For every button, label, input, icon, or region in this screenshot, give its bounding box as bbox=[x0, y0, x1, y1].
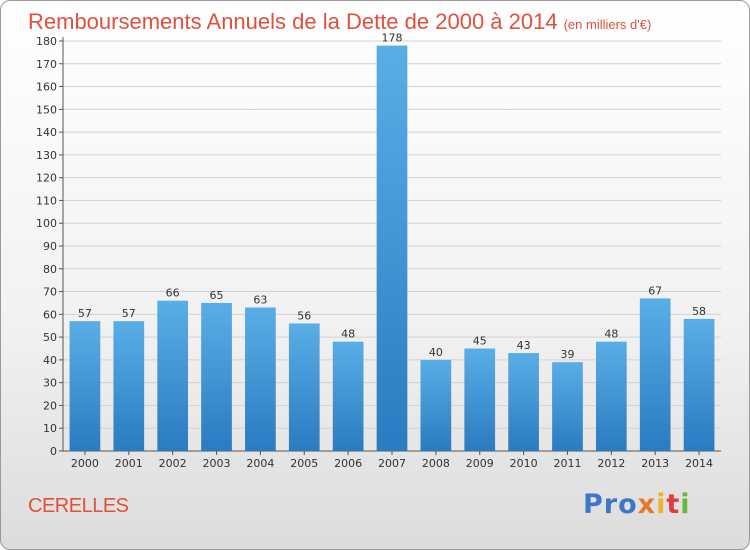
x-tick-label: 2011 bbox=[553, 457, 581, 470]
y-tick-label: 0 bbox=[50, 445, 57, 458]
bar bbox=[508, 353, 539, 451]
bar bbox=[332, 341, 364, 451]
bar bbox=[420, 359, 452, 451]
bar bbox=[245, 307, 276, 451]
y-tick-label: 80 bbox=[43, 263, 57, 276]
bar-value-label: 63 bbox=[253, 294, 267, 307]
logo-part-1: Pro bbox=[583, 489, 638, 520]
y-tick-label: 140 bbox=[36, 126, 57, 139]
bar-value-label: 57 bbox=[122, 307, 136, 320]
x-tick-label: 2001 bbox=[115, 457, 143, 470]
bar bbox=[595, 341, 627, 451]
bar bbox=[552, 362, 583, 451]
logo-part-2: x bbox=[637, 489, 657, 520]
x-tick-label: 2014 bbox=[685, 457, 713, 470]
x-tick-label: 2012 bbox=[597, 457, 625, 470]
bar-value-label: 39 bbox=[560, 348, 574, 361]
bar bbox=[464, 348, 496, 451]
y-tick-label: 110 bbox=[36, 194, 57, 207]
y-tick-label: 50 bbox=[43, 331, 57, 344]
bar bbox=[157, 300, 189, 451]
logo-part-4: t bbox=[666, 489, 681, 520]
logo-part-3: i bbox=[656, 489, 667, 520]
y-tick-label: 100 bbox=[36, 217, 57, 230]
bar-value-label: 43 bbox=[517, 339, 531, 352]
y-tick-label: 70 bbox=[43, 286, 57, 299]
x-tick-label: 2007 bbox=[378, 457, 406, 470]
x-tick-label: 2008 bbox=[422, 457, 450, 470]
chart-subtitle: (en milliers d'€) bbox=[563, 17, 652, 32]
x-tick-label: 2005 bbox=[290, 457, 318, 470]
bar-value-label: 45 bbox=[473, 335, 487, 348]
x-tick-label: 2013 bbox=[641, 457, 669, 470]
y-tick-label: 10 bbox=[43, 422, 57, 435]
y-tick-label: 20 bbox=[43, 399, 57, 412]
bar-value-label: 48 bbox=[341, 328, 355, 341]
x-tick-label: 2006 bbox=[334, 457, 362, 470]
bar bbox=[201, 302, 232, 451]
bar bbox=[69, 321, 101, 451]
commune-name: CERELLES bbox=[28, 495, 129, 517]
x-tick-label: 2002 bbox=[159, 457, 187, 470]
x-tick-label: 2004 bbox=[246, 457, 274, 470]
x-tick-label: 2003 bbox=[203, 457, 231, 470]
y-tick-label: 60 bbox=[43, 308, 57, 321]
y-tick-label: 30 bbox=[43, 377, 57, 390]
x-tick-label: 2000 bbox=[71, 457, 99, 470]
bar-value-label: 57 bbox=[78, 307, 92, 320]
bar-value-label: 48 bbox=[604, 328, 618, 341]
y-tick-label: 120 bbox=[36, 172, 57, 185]
chart-title-text: Remboursements Annuels de la Dette de 20… bbox=[28, 9, 558, 34]
bar-value-label: 58 bbox=[692, 305, 706, 318]
logo-part-5: i bbox=[680, 489, 691, 520]
y-tick-label: 160 bbox=[36, 81, 57, 94]
bar bbox=[683, 318, 715, 451]
bar bbox=[376, 45, 408, 452]
x-tick-label: 2009 bbox=[466, 457, 494, 470]
labels: 0 10 20 30 40 50 60 70 80 90 100 110 120 130 140 150 160… bbox=[36, 32, 713, 470]
bar bbox=[113, 321, 145, 451]
y-tick-label: 180 bbox=[36, 35, 57, 48]
chart-title: Remboursements Annuels de la Dette de 20… bbox=[28, 9, 651, 35]
bar bbox=[288, 323, 320, 451]
y-tick-label: 40 bbox=[43, 354, 57, 367]
bar-value-label: 40 bbox=[429, 346, 443, 359]
bar-value-label: 67 bbox=[648, 284, 662, 297]
bar bbox=[639, 298, 671, 451]
y-tick-label: 150 bbox=[36, 103, 57, 116]
bars bbox=[69, 45, 715, 452]
x-tick-label: 2010 bbox=[510, 457, 538, 470]
bar-value-label: 56 bbox=[297, 309, 311, 322]
bar-value-label: 65 bbox=[210, 289, 224, 302]
bar-value-label: 178 bbox=[382, 32, 403, 45]
y-tick-label: 170 bbox=[36, 58, 57, 71]
bar-value-label: 66 bbox=[166, 287, 180, 300]
y-tick-label: 90 bbox=[43, 240, 57, 253]
proxiti-logo: Proxiti bbox=[583, 489, 691, 520]
y-tick-label: 130 bbox=[36, 149, 57, 162]
